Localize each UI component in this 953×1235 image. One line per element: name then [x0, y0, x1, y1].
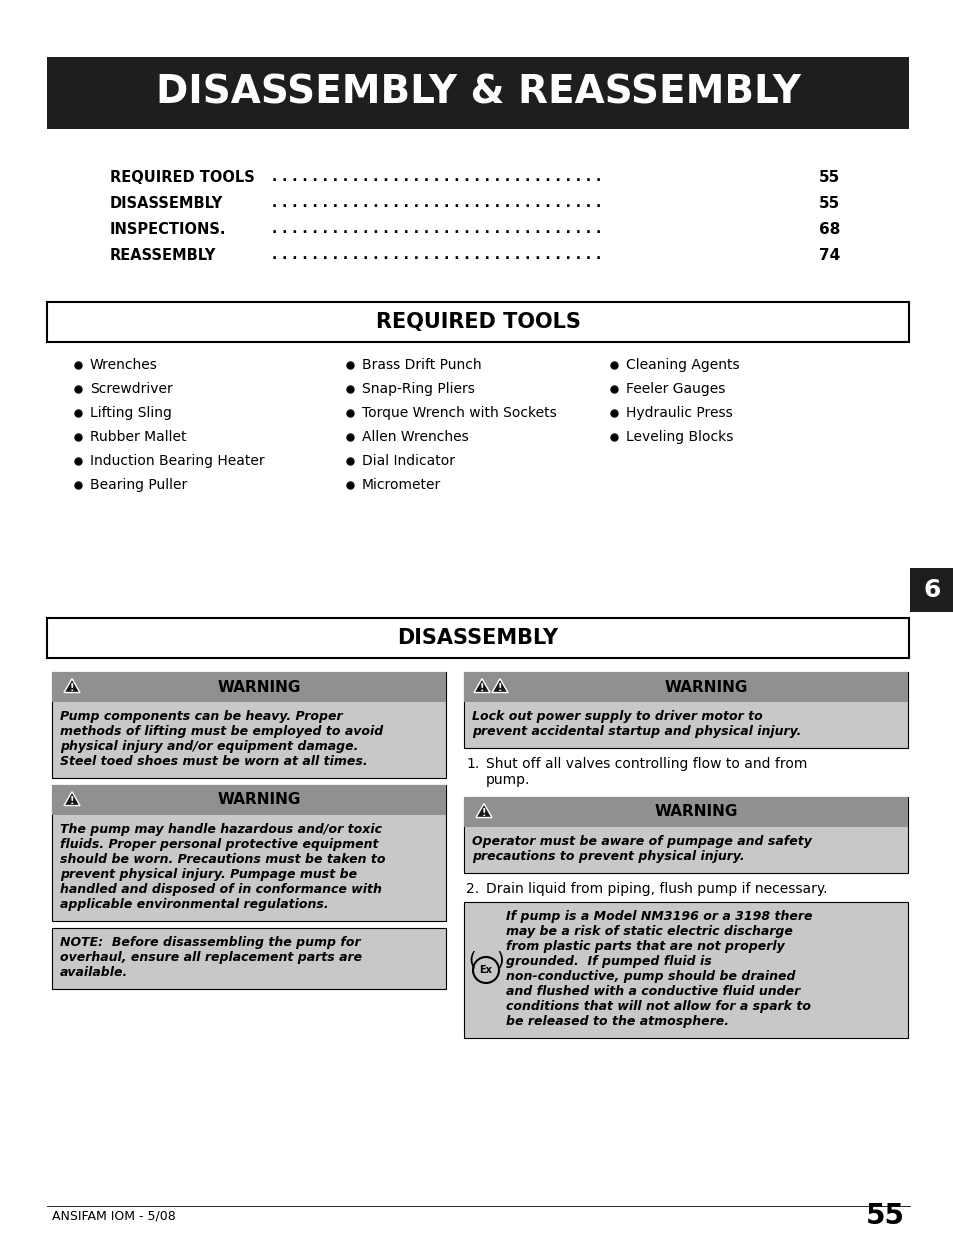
Text: Induction Bearing Heater: Induction Bearing Heater: [90, 454, 264, 468]
Text: 74: 74: [818, 247, 840, 263]
Text: INSPECTIONS.: INSPECTIONS.: [110, 221, 226, 236]
Text: ): ): [496, 951, 503, 969]
Bar: [47, 303, 908, 342]
Text: REQUIRED TOOLS: REQUIRED TOOLS: [375, 312, 579, 332]
Polygon shape: [64, 679, 80, 693]
Text: DISASSEMBLY & REASSEMBLY: DISASSEMBLY & REASSEMBLY: [155, 74, 800, 112]
Text: Brass Drift Punch: Brass Drift Punch: [361, 358, 481, 372]
Text: !: !: [70, 795, 74, 805]
Text: methods of lifting must be employed to avoid: methods of lifting must be employed to a…: [60, 725, 383, 739]
Text: Wrenches: Wrenches: [90, 358, 157, 372]
Text: 1.: 1.: [465, 757, 478, 771]
Text: Drain liquid from piping, flush pump if necessary.: Drain liquid from piping, flush pump if …: [485, 882, 826, 897]
Text: 6: 6: [923, 578, 940, 601]
Polygon shape: [474, 679, 490, 693]
Text: Screwdriver: Screwdriver: [90, 382, 172, 396]
Bar: [463, 672, 907, 748]
Text: 55: 55: [818, 195, 840, 210]
Text: Operator must be aware of pumpage and safety: Operator must be aware of pumpage and sa…: [472, 835, 811, 848]
Text: . . . . . . . . . . . . . . . . . . . . . . . . . . . . . . . . .: . . . . . . . . . . . . . . . . . . . . …: [272, 248, 600, 262]
Bar: [52, 785, 446, 921]
Text: !: !: [70, 683, 74, 693]
Text: (: (: [468, 951, 476, 969]
Text: 55: 55: [818, 169, 840, 184]
Text: Lock out power supply to driver motor to: Lock out power supply to driver motor to: [472, 710, 762, 722]
Text: handled and disposed of in conformance with: handled and disposed of in conformance w…: [60, 883, 381, 897]
Text: ANSIFAM IOM - 5/08: ANSIFAM IOM - 5/08: [52, 1209, 175, 1223]
Text: and flushed with a conductive fluid under: and flushed with a conductive fluid unde…: [505, 986, 800, 998]
Text: available.: available.: [60, 966, 128, 979]
Text: NOTE:  Before disassembling the pump for: NOTE: Before disassembling the pump for: [60, 936, 360, 948]
Text: If pump is a Model NM3196 or a 3198 there: If pump is a Model NM3196 or a 3198 ther…: [505, 910, 812, 923]
Text: Feeler Gauges: Feeler Gauges: [625, 382, 724, 396]
Text: from plastic parts that are not properly: from plastic parts that are not properly: [505, 940, 784, 953]
Bar: [463, 797, 907, 873]
Text: Micrometer: Micrometer: [361, 478, 441, 492]
Text: !: !: [481, 808, 486, 818]
Text: applicable environmental regulations.: applicable environmental regulations.: [60, 898, 328, 911]
Bar: [463, 797, 907, 827]
Text: grounded.  If pumped fluid is: grounded. If pumped fluid is: [505, 955, 711, 968]
Text: physical injury and/or equipment damage.: physical injury and/or equipment damage.: [60, 740, 358, 753]
Text: Rubber Mallet: Rubber Mallet: [90, 430, 186, 445]
Text: Torque Wrench with Sockets: Torque Wrench with Sockets: [361, 406, 557, 420]
Text: WARNING: WARNING: [217, 679, 300, 694]
Text: prevent physical injury. Pumpage must be: prevent physical injury. Pumpage must be: [60, 868, 356, 881]
Text: The pump may handle hazardous and/or toxic: The pump may handle hazardous and/or tox…: [60, 823, 381, 836]
Text: DISASSEMBLY: DISASSEMBLY: [110, 195, 223, 210]
Text: conditions that will not allow for a spark to: conditions that will not allow for a spa…: [505, 1000, 810, 1013]
Text: Steel toed shoes must be worn at all times.: Steel toed shoes must be worn at all tim…: [60, 755, 367, 768]
Bar: [909, 568, 953, 613]
Text: precautions to prevent physical injury.: precautions to prevent physical injury.: [472, 850, 744, 863]
Text: Ex: Ex: [479, 965, 492, 974]
Text: should be worn. Precautions must be taken to: should be worn. Precautions must be take…: [60, 853, 385, 866]
Text: Leveling Blocks: Leveling Blocks: [625, 430, 733, 445]
Text: Shut off all valves controlling flow to and from: Shut off all valves controlling flow to …: [485, 757, 806, 771]
Text: Bearing Puller: Bearing Puller: [90, 478, 187, 492]
Text: may be a risk of static electric discharge: may be a risk of static electric dischar…: [505, 925, 792, 939]
Bar: [52, 672, 446, 701]
Bar: [52, 927, 446, 989]
Text: Pump components can be heavy. Proper: Pump components can be heavy. Proper: [60, 710, 342, 722]
Text: WARNING: WARNING: [663, 679, 747, 694]
Text: !: !: [479, 683, 484, 693]
Text: 68: 68: [818, 221, 840, 236]
Polygon shape: [64, 792, 80, 805]
Text: WARNING: WARNING: [654, 804, 737, 820]
Text: . . . . . . . . . . . . . . . . . . . . . . . . . . . . . . . . .: . . . . . . . . . . . . . . . . . . . . …: [272, 222, 600, 236]
Text: overhaul, ensure all replacement parts are: overhaul, ensure all replacement parts a…: [60, 951, 362, 965]
Polygon shape: [492, 679, 507, 693]
Text: DISASSEMBLY: DISASSEMBLY: [397, 629, 558, 648]
Bar: [47, 57, 908, 128]
Polygon shape: [476, 804, 492, 818]
Text: Allen Wrenches: Allen Wrenches: [361, 430, 468, 445]
Text: Dial Indicator: Dial Indicator: [361, 454, 455, 468]
Text: Hydraulic Press: Hydraulic Press: [625, 406, 732, 420]
Text: . . . . . . . . . . . . . . . . . . . . . . . . . . . . . . . . .: . . . . . . . . . . . . . . . . . . . . …: [272, 196, 600, 210]
Bar: [52, 672, 446, 778]
Bar: [463, 902, 907, 1037]
Text: prevent accidental startup and physical injury.: prevent accidental startup and physical …: [472, 725, 801, 739]
Text: Snap-Ring Pliers: Snap-Ring Pliers: [361, 382, 475, 396]
Text: Cleaning Agents: Cleaning Agents: [625, 358, 739, 372]
Text: be released to the atmosphere.: be released to the atmosphere.: [505, 1015, 728, 1028]
Text: REASSEMBLY: REASSEMBLY: [110, 247, 216, 263]
Text: non-conductive, pump should be drained: non-conductive, pump should be drained: [505, 969, 795, 983]
Text: WARNING: WARNING: [217, 793, 300, 808]
Text: 55: 55: [865, 1202, 904, 1230]
Text: . . . . . . . . . . . . . . . . . . . . . . . . . . . . . . . . .: . . . . . . . . . . . . . . . . . . . . …: [272, 170, 600, 184]
Text: !: !: [497, 683, 501, 693]
Text: fluids. Proper personal protective equipment: fluids. Proper personal protective equip…: [60, 839, 378, 851]
Text: REQUIRED TOOLS: REQUIRED TOOLS: [110, 169, 254, 184]
Bar: [52, 785, 446, 815]
Text: pump.: pump.: [485, 773, 530, 787]
Bar: [47, 618, 908, 658]
Bar: [463, 672, 907, 701]
Text: 2.: 2.: [465, 882, 478, 897]
Text: Lifting Sling: Lifting Sling: [90, 406, 172, 420]
